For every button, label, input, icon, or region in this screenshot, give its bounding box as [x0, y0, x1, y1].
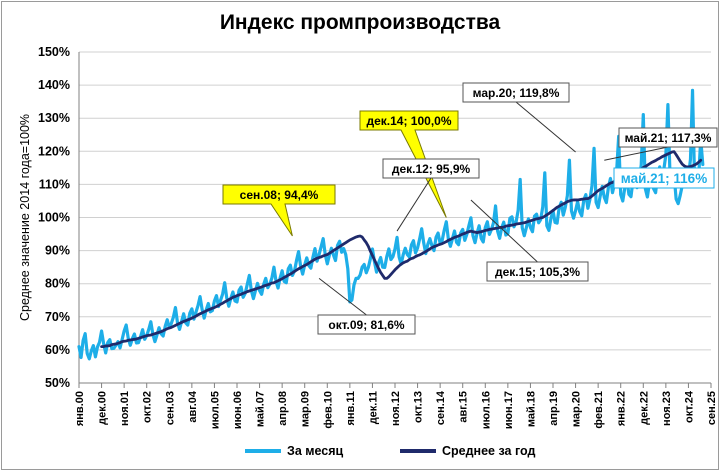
x-tick-label: окт.13	[413, 391, 425, 423]
x-tick-label: янв.11	[345, 391, 357, 426]
series	[77, 88, 705, 361]
annotations: сен.08; 94,4% дек.14; 100,0% окт.09; 81,6%…	[222, 82, 718, 335]
annotation-box-blue	[613, 167, 715, 189]
x-tick-label: ноя.01	[119, 391, 131, 426]
y-tick-label: 120%	[38, 144, 70, 158]
y-tick-label: 100%	[38, 211, 70, 225]
annotation-label: май.21; 117,3%	[625, 131, 712, 145]
legend-label: Среднее за год	[442, 444, 535, 458]
x-tick-label: апр.08	[277, 391, 289, 426]
y-tick-label: 90%	[45, 244, 70, 258]
chart-title: Индекс промпроизводства	[220, 11, 501, 34]
x-tick-label: янв.22	[616, 391, 628, 426]
y-tick-label: 130%	[38, 111, 70, 125]
x-tick-label: окт.24	[683, 390, 695, 423]
x-tick-label: мар.09	[300, 391, 312, 427]
x-tick-label: сен.03	[164, 391, 176, 425]
x-tick-label: июн.17	[503, 391, 515, 429]
annotation-label: мар.20; 119,8%	[473, 86, 560, 100]
x-tick-label: июл.05	[209, 391, 221, 429]
y-tick-label: 140%	[38, 78, 70, 92]
y-tick-label: 70%	[45, 310, 70, 324]
x-tick-label: авг.15	[458, 391, 470, 423]
annotation-label: дек.12; 95,9%	[392, 162, 471, 176]
annotation-leader-line	[470, 199, 538, 263]
annotation-box	[382, 158, 480, 179]
x-tick-label: ноя.23	[661, 391, 673, 426]
annotation-label: май.21; 116%	[621, 171, 707, 186]
x-tick-label: сен.25	[706, 391, 718, 425]
annotation-callout	[222, 184, 336, 237]
annotation-box	[618, 127, 718, 148]
x-tick-label: дек.22	[638, 391, 650, 425]
x-tick-label: авг.04	[187, 390, 199, 423]
y-tick-label: 50%	[45, 376, 70, 390]
legend: За месяц Среднее за год	[245, 444, 535, 458]
annotation-leader-line	[396, 177, 432, 232]
x-tick-label: дек.00	[97, 391, 109, 425]
annotation-box	[317, 314, 416, 335]
x-tick-label: фев.21	[593, 391, 605, 429]
y-tick-label: 80%	[45, 277, 70, 291]
x-tick-label: ноя.12	[390, 391, 402, 426]
x-tick-label: сен.14	[435, 390, 447, 425]
legend-label: За месяц	[287, 444, 344, 458]
y-axis-label: Среднее значение 2014 года=100%	[18, 114, 32, 321]
annotation-leader-line	[604, 146, 669, 161]
x-tick-label: июн.06	[232, 391, 244, 429]
y-tick-label: 60%	[45, 343, 70, 357]
annotation-label: сен.08; 94,4%	[240, 188, 319, 202]
x-tick-label: май.18	[525, 391, 537, 427]
x-tick-label: дек.11	[367, 391, 379, 424]
annotation-label: окт.09; 81,6%	[328, 318, 405, 332]
x-tick-label: июл.16	[480, 391, 492, 429]
series-line-monthly	[77, 88, 705, 361]
x-tick-label: окт.02	[142, 391, 154, 423]
annotation-leader-line	[515, 101, 576, 153]
series-line-annual-average	[100, 150, 703, 348]
annotation-label: дек.15; 105,3%	[495, 265, 580, 279]
x-tick-label: май.07	[255, 391, 267, 427]
y-tick-label: 150%	[38, 45, 70, 59]
annotation-label: дек.14; 100,0%	[366, 114, 451, 128]
annotation-box	[462, 82, 570, 103]
x-tick-label: мар.20	[571, 391, 583, 427]
x-tick-label: янв.00	[74, 391, 86, 426]
x-tick-label: фев.10	[322, 391, 334, 429]
y-tick-label: 110%	[39, 177, 70, 191]
annotation-box	[486, 261, 589, 282]
annotation-leader-line	[318, 278, 367, 316]
axes: 50% 60% 70% 80% 90% 100% 110% 120% 130% 140% 150% С…	[18, 45, 718, 429]
x-tick-label: апр.19	[548, 391, 560, 426]
